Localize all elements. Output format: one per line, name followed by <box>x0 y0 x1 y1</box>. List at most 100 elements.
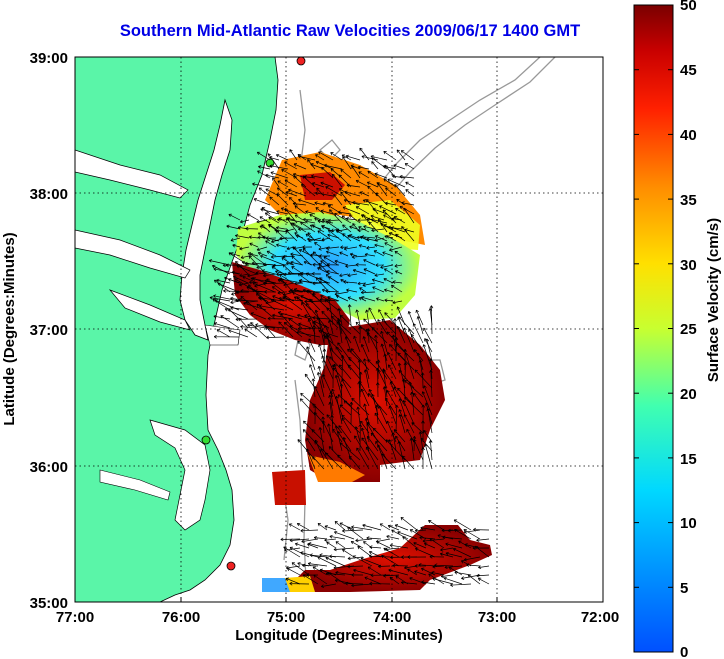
velocity-arrow <box>314 242 322 248</box>
velocity-arrow <box>383 369 397 389</box>
velocity-arrow <box>247 252 259 257</box>
velocity-arrow <box>228 213 241 221</box>
x-tick-marks <box>74 597 604 602</box>
velocity-arrow <box>409 576 427 585</box>
velocity-arrow <box>428 573 445 585</box>
velocity-arrow <box>263 281 285 286</box>
velocity-arrow <box>328 218 340 223</box>
velocity-arrow <box>367 393 388 416</box>
velocity-arrow <box>259 225 268 230</box>
velocity-arrow <box>375 382 380 398</box>
velocity-arrow <box>262 273 277 278</box>
colorbar-tick-label: 25 <box>680 321 697 338</box>
velocity-arrow <box>327 572 346 585</box>
velocity-arrow <box>348 234 358 239</box>
station-marker-4[interactable] <box>226 561 236 571</box>
velocity-arrow <box>304 373 316 389</box>
velocity-arrow <box>281 257 294 266</box>
station-marker-1[interactable] <box>296 57 306 66</box>
velocity-arrow <box>391 217 403 221</box>
velocity-arrow <box>466 563 481 567</box>
velocity-arrow <box>298 279 321 284</box>
velocity-arrow <box>284 161 298 170</box>
velocity-arrow <box>263 324 285 329</box>
velocity-arrow <box>343 400 361 416</box>
velocity-arrow <box>476 573 490 578</box>
velocity-arrow <box>345 264 358 268</box>
velocity-arrow <box>308 542 328 549</box>
velocity-arrow <box>329 534 346 540</box>
velocity-arrow <box>216 329 231 338</box>
velocity-arrow <box>331 173 343 188</box>
velocity-arrow <box>311 378 316 398</box>
velocity-arrow <box>239 273 250 278</box>
velocity-arrow <box>353 335 361 353</box>
velocity-arrow <box>360 235 376 239</box>
velocity-arrow <box>473 527 490 532</box>
x-tick-label: 76:00 <box>162 609 200 626</box>
colorbar-tick-label: 15 <box>680 451 697 468</box>
velocity-arrow <box>338 364 352 380</box>
velocity-arrow <box>377 183 388 197</box>
velocity-arrow <box>313 535 328 540</box>
velocity-arrow <box>421 567 436 576</box>
velocity-arrow <box>387 225 403 230</box>
velocity-arrow <box>321 355 334 380</box>
velocity-arrow <box>413 438 424 461</box>
colorbar-label: Surface Velocity (cm/s) <box>705 218 722 382</box>
velocity-arrow <box>298 198 316 206</box>
velocity-arrow <box>440 574 454 579</box>
velocity-arrow <box>340 191 352 206</box>
velocity-arrow <box>369 545 382 549</box>
velocity-arrow <box>445 542 463 549</box>
velocity-arrow <box>289 149 298 161</box>
velocity-arrow <box>277 180 289 188</box>
velocity-arrow <box>414 369 433 389</box>
velocity-arrow <box>354 426 361 443</box>
velocity-arrow <box>356 406 361 425</box>
velocity-arrow <box>297 273 312 284</box>
velocity-arrow <box>337 308 343 326</box>
velocity-arrow <box>356 235 367 240</box>
velocity-arrow <box>296 522 310 531</box>
velocity-arrow <box>428 520 445 531</box>
velocity-arrow <box>420 372 425 389</box>
velocity-arrow <box>297 154 316 161</box>
velocity-arrow <box>321 310 339 329</box>
velocity-arrow <box>258 165 271 170</box>
velocity-arrow <box>441 528 454 533</box>
velocity-arrow <box>424 443 433 470</box>
velocity-arrow <box>368 221 379 233</box>
velocity-arrow <box>292 201 307 206</box>
velocity-arrow <box>432 577 454 585</box>
velocity-arrow <box>404 163 415 170</box>
velocity-arrow <box>373 250 385 257</box>
velocity-arrow <box>374 334 379 362</box>
station-marker-3[interactable] <box>201 435 211 445</box>
velocity-arrow <box>389 381 397 398</box>
velocity-arrow <box>275 153 289 161</box>
velocity-arrow <box>324 538 337 542</box>
velocity-arrow <box>388 232 403 239</box>
velocity-arrow <box>308 237 322 243</box>
velocity-arrow <box>325 246 340 251</box>
velocity-arrow <box>314 309 325 335</box>
velocity-arrow <box>420 526 436 531</box>
velocity-arrow <box>247 213 259 221</box>
velocity-arrow <box>326 541 337 549</box>
velocity-arrow <box>333 547 355 552</box>
velocity-arrow <box>269 196 280 206</box>
velocity-arrow <box>278 321 294 338</box>
colorbar-tick-label: 35 <box>680 192 697 209</box>
velocity-arrow <box>412 436 417 452</box>
velocity-arrow <box>368 554 391 558</box>
velocity-arrow <box>341 378 352 398</box>
colorbar <box>633 4 674 653</box>
colorbar-tick-marks <box>634 4 673 653</box>
bay-inlet-3 <box>108 289 191 331</box>
velocity-arrow <box>266 250 277 257</box>
velocity-arrow <box>320 583 337 589</box>
river-inlet <box>99 469 171 501</box>
velocity-arrow <box>350 540 364 549</box>
velocity-arrow <box>434 563 454 568</box>
